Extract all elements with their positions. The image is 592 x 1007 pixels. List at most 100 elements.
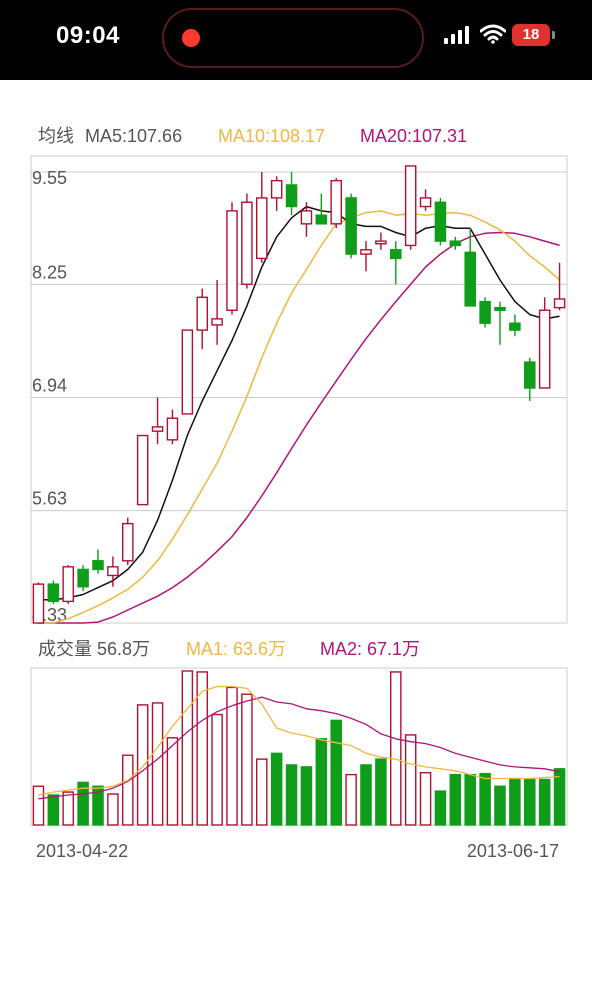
status-bar: 09:04 18 — [0, 0, 592, 80]
svg-text:均线 MA5:107.66: 均线 MA5:107.66 — [38, 126, 182, 146]
volume-bar-up — [404, 734, 417, 826]
volume-bar-down — [479, 772, 491, 826]
volume-bar-up — [345, 773, 357, 826]
volume-bar-up — [151, 702, 164, 826]
candle-down — [494, 306, 506, 311]
candle-up — [32, 583, 45, 624]
candle-up — [360, 249, 372, 255]
candle-down — [47, 583, 60, 603]
volume-bar-down — [270, 752, 283, 826]
volume-bar-down — [553, 768, 566, 826]
price-axis: 9.558.256.945.634.33 — [32, 168, 67, 625]
legend-vol-ma2: MA2: 67.1万 — [320, 639, 420, 659]
volume-bar-up — [390, 671, 402, 826]
legend-ma10: MA10:108.17 — [218, 126, 325, 146]
candle-up — [107, 566, 119, 577]
wifi-icon — [480, 24, 506, 44]
volume-bar-down — [524, 778, 536, 826]
candle-up — [241, 201, 253, 286]
price-panel — [30, 155, 568, 624]
candle-up — [226, 210, 238, 311]
volume-bar-down — [494, 785, 506, 826]
candle-down — [285, 184, 298, 208]
candle-up — [62, 566, 74, 603]
candle-up — [256, 197, 268, 260]
candle-down — [77, 568, 89, 588]
candle-up — [330, 179, 342, 225]
volume-bars — [32, 670, 566, 826]
candle-down — [509, 322, 521, 331]
x-tick-start: 2013-04-22 — [36, 841, 128, 861]
candlesticks — [32, 165, 566, 624]
volume-bar-down — [285, 764, 298, 826]
volume-bar-up — [32, 785, 45, 826]
candle-up — [270, 179, 283, 199]
volume-ma-lines — [38, 685, 560, 800]
candle-down — [464, 251, 476, 307]
price-grid — [31, 171, 567, 512]
x-tick-end: 2013-06-17 — [467, 841, 559, 861]
volume-bar-up — [122, 754, 134, 826]
volume-bar-up — [181, 670, 194, 826]
y-tick-label: 5.63 — [32, 489, 67, 509]
volume-bar-up — [241, 693, 253, 826]
volume-bar-down — [449, 773, 462, 826]
candle-up — [419, 197, 432, 208]
legend-ma5: MA5:107.66 — [85, 126, 182, 146]
moving-average-lines — [38, 205, 561, 624]
volume-bar-down — [330, 719, 342, 826]
ma10-line — [38, 210, 561, 624]
volume-bar-up — [62, 791, 74, 826]
volume-bar-down — [92, 785, 104, 826]
volume-bar-down — [538, 778, 551, 826]
recording-indicator-icon — [182, 29, 200, 47]
battery-nub — [552, 31, 555, 39]
candle-down — [434, 201, 447, 242]
legend-vol-ma1: MA1: 63.6万 — [186, 639, 286, 659]
candle-up — [300, 210, 313, 225]
volume-bar-up — [211, 713, 223, 826]
candle-up — [181, 329, 194, 415]
candle-down — [345, 197, 357, 255]
volume-bar-up — [166, 737, 179, 826]
signal-icon — [444, 26, 469, 44]
volume-bar-down — [464, 773, 476, 826]
candle-down — [92, 560, 104, 571]
candle-up — [211, 318, 223, 326]
candle-up — [151, 426, 164, 432]
legend-ma20: MA20:107.31 — [360, 126, 467, 146]
dynamic-island — [162, 8, 424, 68]
volume-bar-up — [196, 671, 208, 826]
candle-down — [315, 214, 328, 225]
volume-bar-up — [256, 758, 268, 826]
volume-bar-down — [77, 781, 89, 826]
legend-volume: 成交量 56.8万 — [38, 639, 150, 659]
candle-down — [390, 249, 402, 260]
volume-bar-down — [375, 758, 387, 826]
legend-ma-label: 均线 — [38, 126, 74, 146]
y-tick-label: 6.94 — [32, 376, 67, 396]
candle-up — [538, 309, 551, 389]
volume-ma1-line — [38, 685, 560, 796]
ma5-line — [38, 205, 560, 601]
ma20-line — [38, 231, 560, 624]
candle-down — [479, 300, 491, 324]
status-time: 09:04 — [56, 22, 120, 49]
battery-icon: 18 — [512, 24, 550, 46]
volume-ma2-line — [38, 696, 560, 800]
y-tick-label: 9.55 — [32, 168, 67, 188]
candle-up — [166, 417, 179, 441]
volume-bar-down — [360, 764, 372, 826]
volume-bar-up — [136, 704, 149, 826]
stock-chart: 均线 MA5:107.66 MA10:108.17 MA20:107.31 9.… — [30, 126, 568, 861]
candle-up — [122, 522, 134, 562]
volume-panel — [30, 667, 568, 826]
volume-bar-down — [300, 766, 313, 826]
volume-bar-down — [47, 794, 60, 826]
volume-bar-down — [509, 777, 521, 826]
volume-bar-down — [434, 790, 447, 826]
candle-up — [404, 165, 417, 247]
volume-bar-up — [107, 793, 119, 826]
candle-up — [196, 296, 208, 331]
candle-up — [553, 298, 566, 309]
